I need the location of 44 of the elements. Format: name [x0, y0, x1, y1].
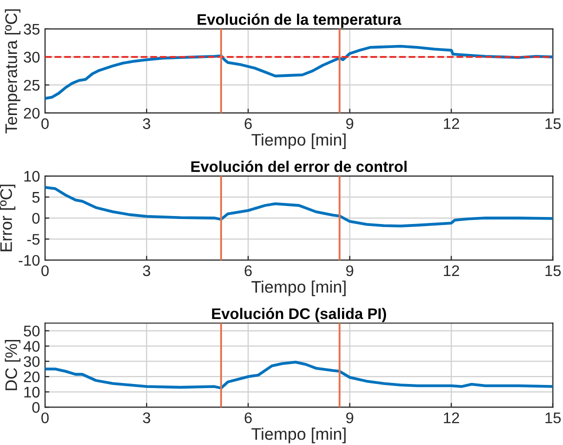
y-tick-label: 20 [24, 108, 40, 119]
y-tick-label: 10 [24, 170, 40, 182]
x-tick-label: 12 [444, 118, 460, 129]
y-tick-label: 0 [32, 402, 40, 413]
x-tick-label: 9 [346, 118, 354, 130]
y-tick-label: 5 [32, 192, 40, 203]
line-series [45, 360, 553, 390]
y-axis-title: Error [ºC] [0, 184, 16, 252]
y-tick-label: 35 [24, 24, 40, 35]
x-axis-title: Tiempo [min] [251, 428, 346, 444]
x-tick-label: 0 [41, 118, 49, 130]
x-tick-label: 12 [444, 412, 460, 424]
x-tick-label: 6 [244, 412, 252, 424]
x-tick-label: 0 [41, 412, 49, 424]
x-tick-label: 6 [244, 118, 252, 130]
y-tick-label: 25 [24, 80, 40, 91]
y-tick-label: 0 [32, 212, 40, 224]
x-tick-label: 15 [546, 118, 561, 130]
y-axis-title: DC [%] [4, 340, 20, 390]
x-axis-title: Tiempo [min] [251, 280, 346, 296]
y-tick-label: 20 [24, 371, 40, 382]
line-series [45, 186, 553, 228]
x-tick-label: 9 [346, 265, 354, 276]
x-tick-label: 3 [142, 265, 150, 276]
y-tick-label: -10 [18, 254, 40, 266]
y-axis-title: Temperatura [ºC] [4, 9, 20, 134]
x-tick-label: 3 [142, 118, 150, 130]
x-tick-label: 15 [546, 412, 561, 424]
y-tick-label: 40 [24, 340, 40, 352]
y-tick-label: 50 [24, 326, 40, 336]
x-axis-title: Tiempo [min] [251, 133, 346, 150]
y-tick-label: 30 [24, 356, 40, 368]
chart-title: Evolución de la temperatura [198, 14, 402, 28]
y-tick-label: 30 [24, 52, 40, 63]
x-tick-label: 15 [546, 266, 561, 276]
x-tick-label: 9 [346, 412, 354, 424]
x-tick-label: 3 [142, 412, 150, 424]
x-tick-label: 0 [41, 265, 49, 276]
x-tick-label: 12 [444, 265, 460, 276]
chart-title: Evolución DC (salida PI) [212, 308, 386, 322]
x-tick-label: 6 [244, 265, 252, 276]
chart-title: Evolución del error de control [191, 160, 407, 172]
y-tick-label: -5 [27, 234, 40, 245]
y-tick-label: 10 [24, 386, 40, 398]
